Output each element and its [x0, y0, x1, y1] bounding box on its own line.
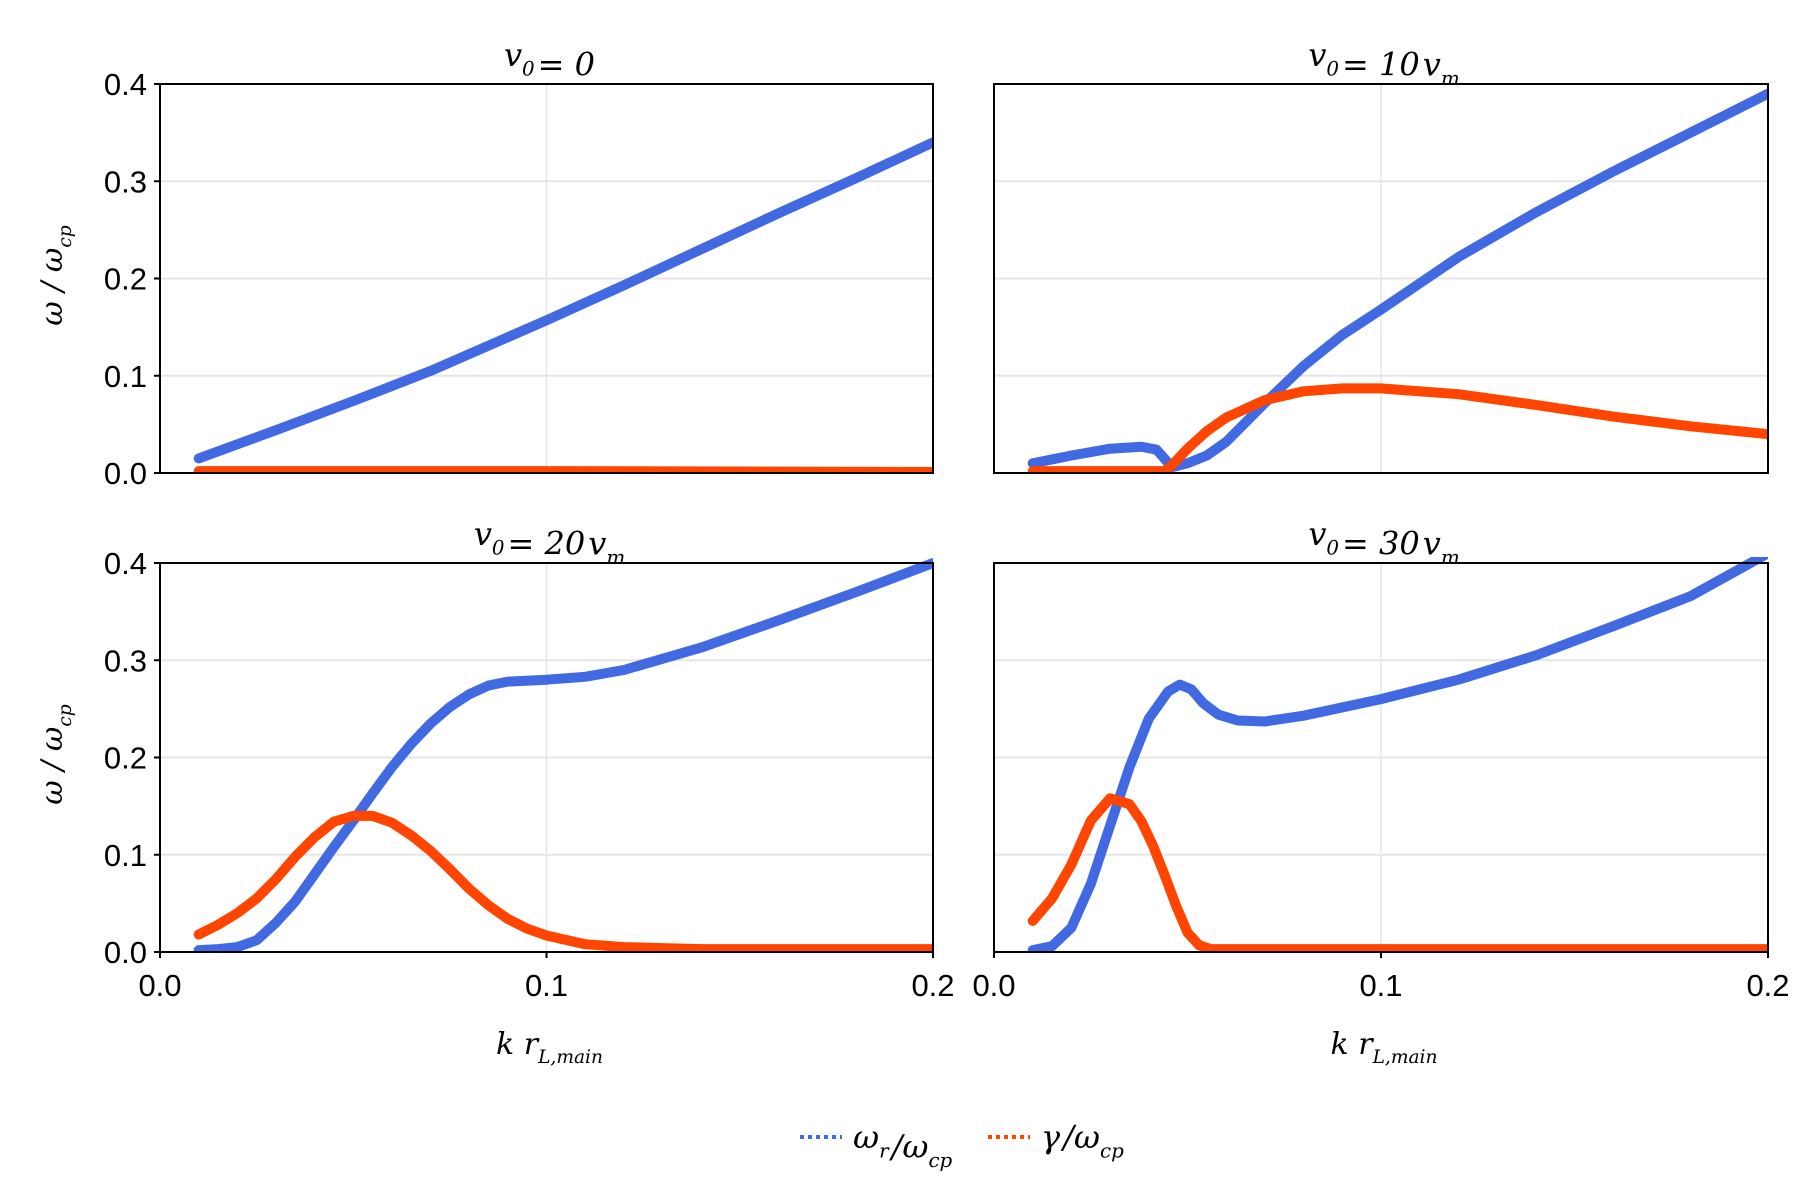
series-gamma [1027, 793, 1768, 952]
x-axis-label: k rL,main [496, 1027, 603, 1068]
series-omega_r [1027, 88, 1768, 473]
x-axis-label: k rL,main [1331, 1027, 1438, 1068]
subplot-title: v0= 10vm [1308, 36, 1459, 90]
text-part: v [504, 36, 522, 74]
subscript: m [606, 546, 625, 569]
text-part: /ω [1060, 1118, 1100, 1156]
series-group [193, 558, 933, 952]
subplot-title: v0= 30vm [1308, 515, 1459, 569]
y-axis-label: ω / ωcp [35, 704, 76, 805]
text-part: ω [853, 1118, 879, 1156]
subscript: m [1441, 67, 1460, 90]
series-omega_r [1027, 557, 1768, 952]
text-part: ω / ω [35, 727, 70, 805]
y-tick-label: 0.3 [104, 643, 147, 678]
legend-item-omega_r: ωr/ωcp [800, 1118, 953, 1172]
y-tick-label: 0.1 [104, 838, 147, 873]
y-tick-label: 0.3 [104, 164, 147, 199]
y-axis-label: ω / ωcp [35, 225, 76, 326]
legend-item-gamma: γ/ωcp [988, 1118, 1124, 1163]
text-part: k r [1331, 1027, 1375, 1062]
subscript: cp [928, 1149, 952, 1172]
y-tick-label: 0.1 [104, 359, 147, 394]
y-tick-label: 0.0 [104, 456, 147, 491]
subscript: m [1441, 546, 1460, 569]
x-tick-label: 0.2 [911, 968, 954, 1003]
x-tick-label: 0.0 [972, 968, 1015, 1003]
text-part: ω / ω [35, 248, 70, 326]
subplot-2: v0= 10vm [993, 36, 1769, 474]
text-part: v [474, 515, 492, 553]
text-part: v [1423, 525, 1441, 563]
subscript: 0 [522, 58, 535, 81]
subscript: L,main [537, 1047, 603, 1068]
text-part: v [588, 525, 606, 563]
series-omega_r [193, 137, 933, 464]
subscript: cp [55, 704, 76, 726]
subscript: r [879, 1140, 890, 1163]
y-tick-label: 0.0 [104, 935, 147, 970]
y-tick-label: 0.4 [104, 546, 147, 581]
series-gamma [193, 810, 933, 952]
series-omega_r [193, 558, 933, 952]
x-tick-label: 0.2 [1746, 968, 1789, 1003]
x-tick-label: 0.1 [525, 968, 568, 1003]
legend-label: γ/ωcp [1041, 1118, 1124, 1163]
text-part: = 20 [508, 525, 586, 563]
subplot-title: v0= 20vm [474, 515, 625, 569]
text-part: /ω [889, 1128, 929, 1166]
x-tick-label: 0.0 [138, 968, 181, 1003]
text-part: = 30 [1342, 525, 1420, 563]
series-group [193, 137, 933, 473]
subscript: 0 [492, 537, 505, 560]
subscript: L,main [1372, 1047, 1438, 1068]
text-part: = 0 [538, 46, 595, 84]
y-tick-label: 0.2 [104, 262, 147, 297]
subscript: 0 [1326, 58, 1339, 81]
y-tick-label: 0.4 [104, 67, 147, 102]
series-group [1027, 557, 1768, 952]
subscript: 0 [1326, 537, 1339, 560]
text-part: k r [496, 1027, 540, 1062]
text-part: v [1308, 36, 1326, 74]
y-tick-label: 0.2 [104, 741, 147, 776]
text-part: = 10 [1342, 46, 1420, 84]
text-part: v [1308, 515, 1326, 553]
x-tick-label: 0.1 [1359, 968, 1402, 1003]
axes-frame [993, 83, 1769, 474]
text-part: γ [1041, 1118, 1061, 1156]
text-part: v [1423, 46, 1441, 84]
series-gamma [193, 466, 933, 473]
subscript: cp [1100, 1140, 1124, 1163]
subplot-title: v0= 0 [504, 36, 595, 84]
series-gamma [1027, 383, 1768, 473]
legend-label: ωr/ωcp [853, 1118, 953, 1172]
subplot-1: 0.0 0.1 0.2 0.3 0.4 v0= 0 ω / ωcp [35, 36, 934, 491]
series-group [1027, 88, 1768, 473]
subscript: cp [55, 225, 76, 247]
